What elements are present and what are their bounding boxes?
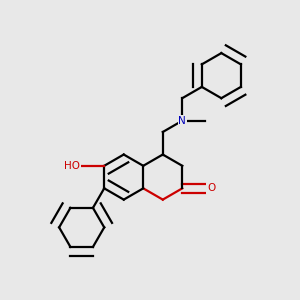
Text: O: O — [207, 183, 215, 193]
Text: N: N — [178, 116, 186, 126]
Text: HO: HO — [64, 161, 80, 171]
